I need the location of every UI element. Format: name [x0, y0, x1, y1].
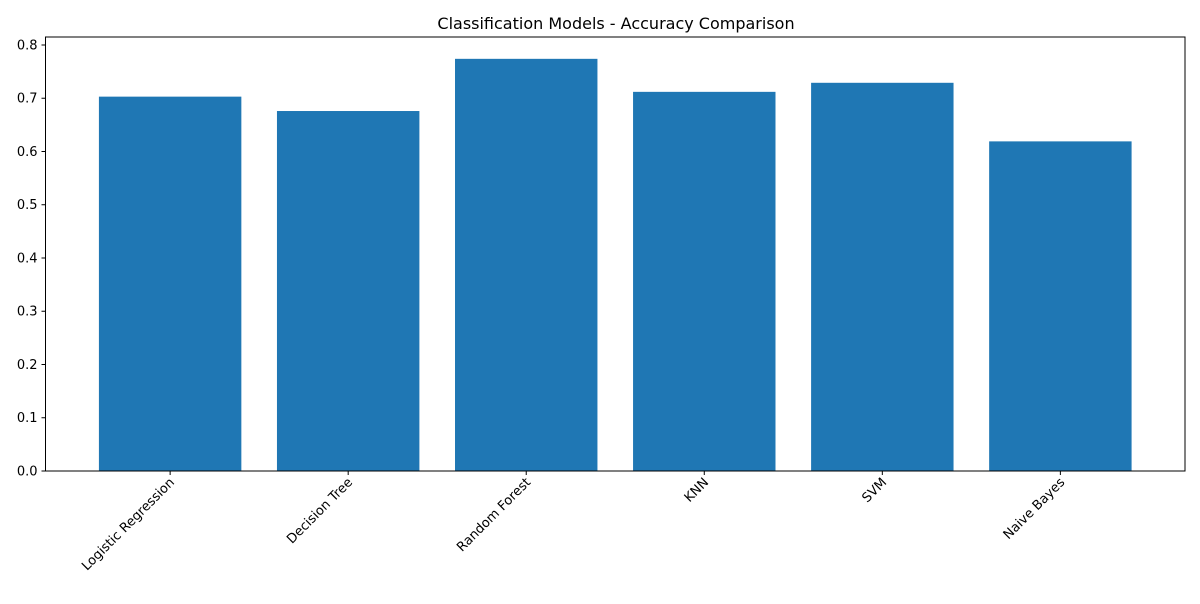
bar-0 [98, 96, 242, 471]
y-tick-label: 0.2 [17, 358, 38, 373]
x-tick-label: Naive Bayes [1001, 475, 1069, 543]
bar-4 [811, 82, 954, 471]
y-tick-label: 0.3 [17, 305, 38, 320]
bar-1 [276, 111, 420, 472]
x-tick-label: Decision Tree [284, 475, 356, 547]
bar-2 [455, 58, 598, 471]
y-tick-label: 0.8 [17, 38, 38, 53]
y-axis: 0.0 0.1 0.2 0.3 0.4 0.5 0.6 0.7 0.8 [17, 38, 46, 480]
bar-3 [633, 91, 776, 471]
chart-title: Classification Models - Accuracy Compari… [437, 14, 794, 33]
y-tick-label: 0.0 [17, 465, 38, 480]
x-tick-label: Random Forest [454, 475, 534, 555]
bars-layer [98, 58, 1132, 472]
bar-5 [989, 141, 1132, 472]
y-tick-label: 0.1 [17, 411, 38, 426]
x-axis: Logistic Regression Decision Tree Random F… [79, 471, 1068, 574]
x-tick-label: KNN [682, 475, 712, 505]
y-tick-label: 0.5 [17, 198, 38, 213]
y-tick-label: 0.4 [17, 251, 38, 266]
y-tick-label: 0.7 [17, 92, 38, 107]
plot-frame [45, 36, 1186, 472]
y-tick-label: 0.6 [17, 145, 38, 160]
x-tick-label: SVM [859, 475, 890, 506]
x-tick-label: Logistic Regression [79, 475, 178, 574]
